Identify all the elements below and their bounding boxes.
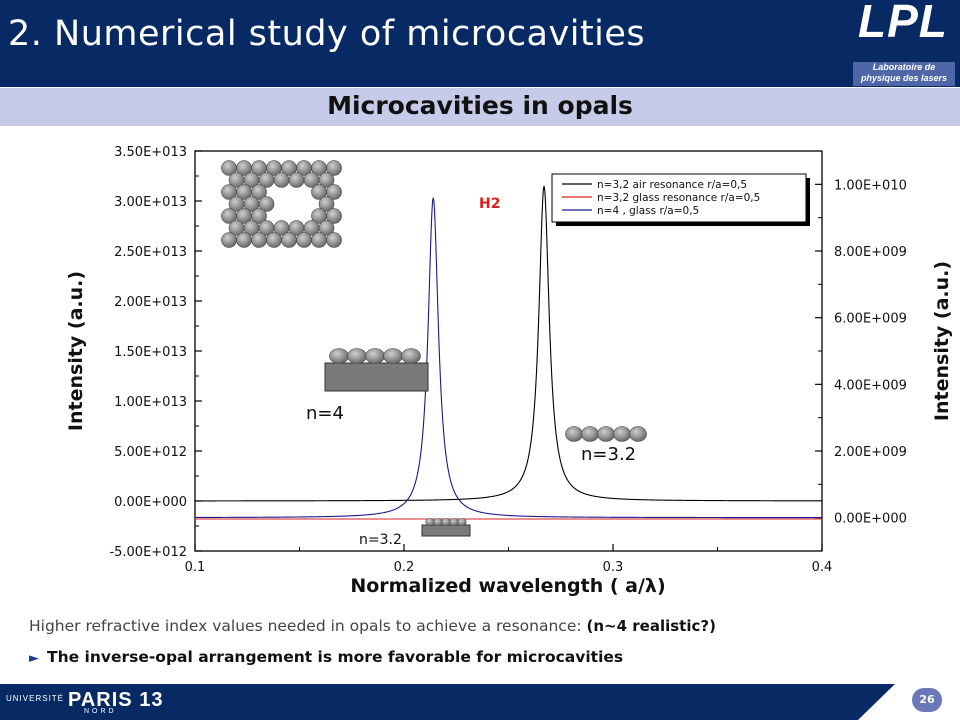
small-sphere [433, 518, 443, 526]
left-tick-label: 1.50E+013 [114, 345, 187, 360]
n4-sphere [383, 348, 403, 364]
paris13-logo: PARIS 13 [68, 689, 164, 711]
left-tick-label: 3.50E+013 [114, 145, 187, 160]
lpl-logo-subtitle: Laboratoire de physique des lasers [853, 62, 955, 86]
right-tick-label: 2.00E+009 [834, 445, 907, 460]
lpl-logo: LPL [858, 0, 948, 47]
opal-sphere [251, 232, 267, 248]
opal-sphere [311, 232, 327, 248]
chart-legend: n=3,2 air resonance r/a=0,5n=3,2 glass r… [551, 173, 810, 226]
h2-label: H2 [479, 196, 500, 212]
legend-label: n=3,2 glass resonance r/a=0,5 [597, 192, 760, 204]
opal-sphere [251, 184, 267, 200]
n32-sphere [581, 426, 599, 442]
opal-sphere [288, 172, 305, 188]
curves [194, 185, 822, 520]
n4-label: n=4 [306, 403, 344, 424]
right-tick-label: 0.00E+000 [834, 512, 907, 527]
n4-sphere [329, 348, 349, 364]
x-tick-label: 0.1 [185, 560, 206, 575]
series-line-1 [195, 185, 822, 502]
n32-sphere [613, 426, 631, 442]
x-tick-label: 0.4 [812, 560, 833, 575]
note-line-2: ► The inverse-opal arrangement is more fa… [29, 648, 623, 666]
left-tick-label: 3.00E+013 [114, 195, 187, 210]
university-label: UNIVERSITÉ [6, 694, 65, 703]
x-tick-label: 0.2 [394, 560, 415, 575]
n4-sphere [401, 348, 421, 364]
n32-bottom-label: n=3.2 [359, 532, 402, 548]
right-axis-ticks: 1.00E+010 8.00E+009 6.00E+009 4.00E+009 2.00… [815, 178, 907, 527]
opal-sphere [258, 196, 275, 212]
opal-sphere [318, 172, 335, 188]
resonance-chart: 3.50E+013 3.00E+013 2.50E+013 2.00E+013 1.50… [65, 145, 953, 597]
logo-sub-line1: Laboratoire de [872, 62, 936, 72]
opal-sphere [273, 172, 290, 188]
subtitle-bar [0, 88, 960, 126]
left-tick-label: 2.50E+013 [114, 245, 187, 260]
opal-sphere [326, 232, 342, 248]
y-axis-label-left: Intensity (a.u.) [65, 271, 87, 431]
n32-sphere [565, 426, 583, 442]
slide-title: 2. Numerical study of microcavities [8, 14, 646, 54]
left-axis-ticks: 3.50E+013 3.00E+013 2.50E+013 2.00E+013 1.50… [109, 145, 202, 560]
x-axis-ticks: 0.1 0.2 0.3 0.4 [185, 544, 833, 575]
page-number-badge: 26 [912, 688, 942, 712]
x-axis-label: Normalized wavelength ( a/λ) [350, 575, 665, 597]
logo-sub-line2: physique des lasers [860, 73, 948, 83]
nord-label: NORD [84, 708, 117, 715]
n32-sphere [629, 426, 647, 442]
bullet-arrow-icon: ► [29, 651, 39, 666]
small-sphere [425, 518, 435, 526]
left-tick-label: 2.00E+013 [114, 295, 187, 310]
right-tick-label: 1.00E+010 [834, 178, 907, 193]
legend-label: n=4 , glass r/a=0,5 [597, 205, 699, 217]
series-line-3 [194, 197, 822, 519]
opal-sphere [318, 220, 335, 236]
opal-sphere [326, 184, 342, 200]
left-tick-label: 0.00E+000 [114, 495, 187, 510]
opal-sphere [318, 196, 335, 212]
opal-structure-illustration [221, 160, 342, 248]
y-axis-label-right: Intensity (a.u.) [931, 261, 953, 421]
footer-bar [0, 684, 895, 720]
note-line-2-text: The inverse-opal arrangement is more fav… [47, 648, 624, 666]
n4-sphere [347, 348, 367, 364]
left-tick-label: -5.00E+012 [109, 545, 187, 560]
opal-sphere [326, 160, 342, 176]
note-line-1-bold: (n~4 realistic?) [586, 617, 716, 635]
n32-spheres-illustration [565, 426, 647, 442]
slide-subtitle: Microcavities in opals [327, 91, 633, 120]
opal-sphere [236, 232, 252, 248]
n4-substrate-illustration [324, 348, 429, 392]
right-tick-label: 4.00E+009 [834, 378, 907, 393]
right-tick-label: 6.00E+009 [834, 312, 907, 327]
header-bar [0, 0, 960, 87]
left-tick-label: 5.00E+012 [114, 445, 187, 460]
opal-sphere [221, 232, 237, 248]
small-sphere [449, 518, 459, 526]
small-sphere [441, 518, 451, 526]
opal-sphere [326, 208, 342, 224]
note-line-1: Higher refractive index values needed in… [29, 617, 716, 635]
right-tick-label: 8.00E+009 [834, 245, 907, 260]
opal-sphere [251, 208, 267, 224]
n32-sphere [597, 426, 615, 442]
n32-right-label: n=3.2 [581, 444, 636, 465]
n4-sphere [365, 348, 385, 364]
n32-substrate-illustration [421, 518, 471, 537]
small-sphere [457, 518, 467, 526]
opal-sphere [266, 232, 282, 248]
legend-label: n=3,2 air resonance r/a=0,5 [597, 179, 747, 191]
opal-sphere [296, 232, 312, 248]
note-line-1-text: Higher refractive index values needed in… [29, 617, 587, 635]
x-tick-label: 0.3 [603, 560, 624, 575]
left-tick-label: 1.00E+013 [114, 395, 187, 410]
opal-sphere [281, 232, 297, 248]
